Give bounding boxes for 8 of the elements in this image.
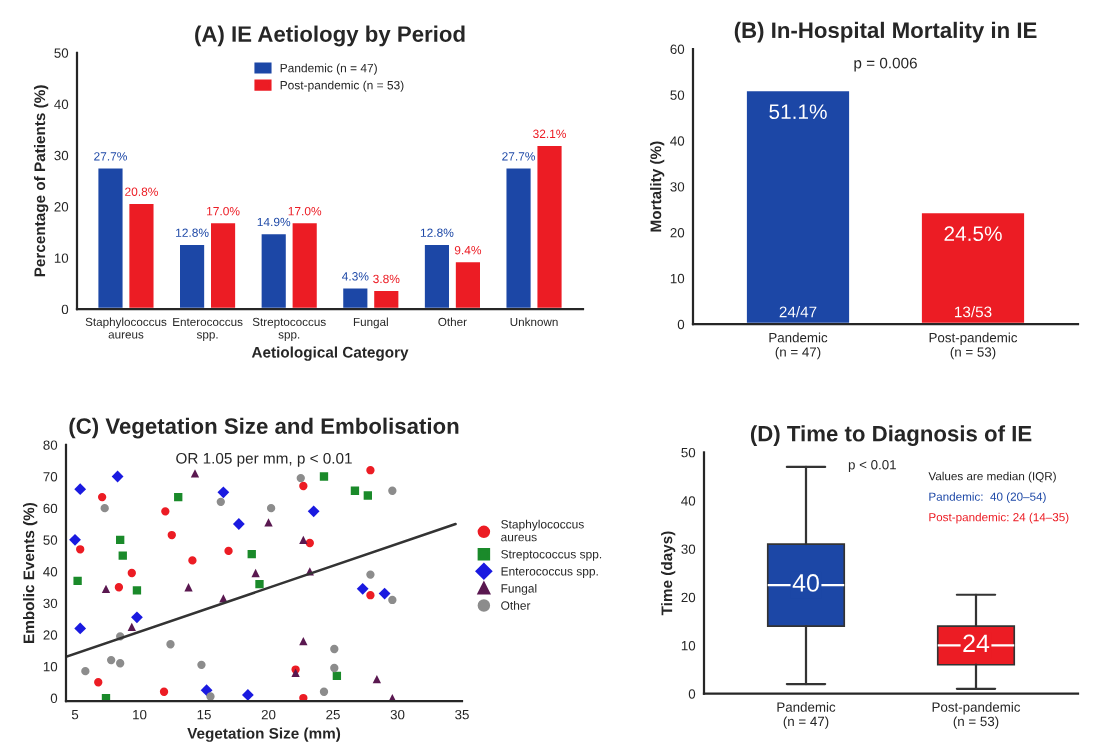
chart-title: (A) IE Aetiology by Period [195, 25, 465, 47]
annotation: 24 [963, 634, 990, 652]
chart-title: (B) In-Hospital Mortality in IE [734, 21, 1037, 43]
data-label: 51.1% [769, 104, 827, 120]
data-label: 24.5% [944, 226, 1002, 242]
chart-title: (C) Vegetation Size and Embolisation [69, 417, 459, 439]
annotation: 40 [792, 574, 819, 592]
chart-title: (D) Time to Diagnosis of IE [750, 425, 1032, 446]
